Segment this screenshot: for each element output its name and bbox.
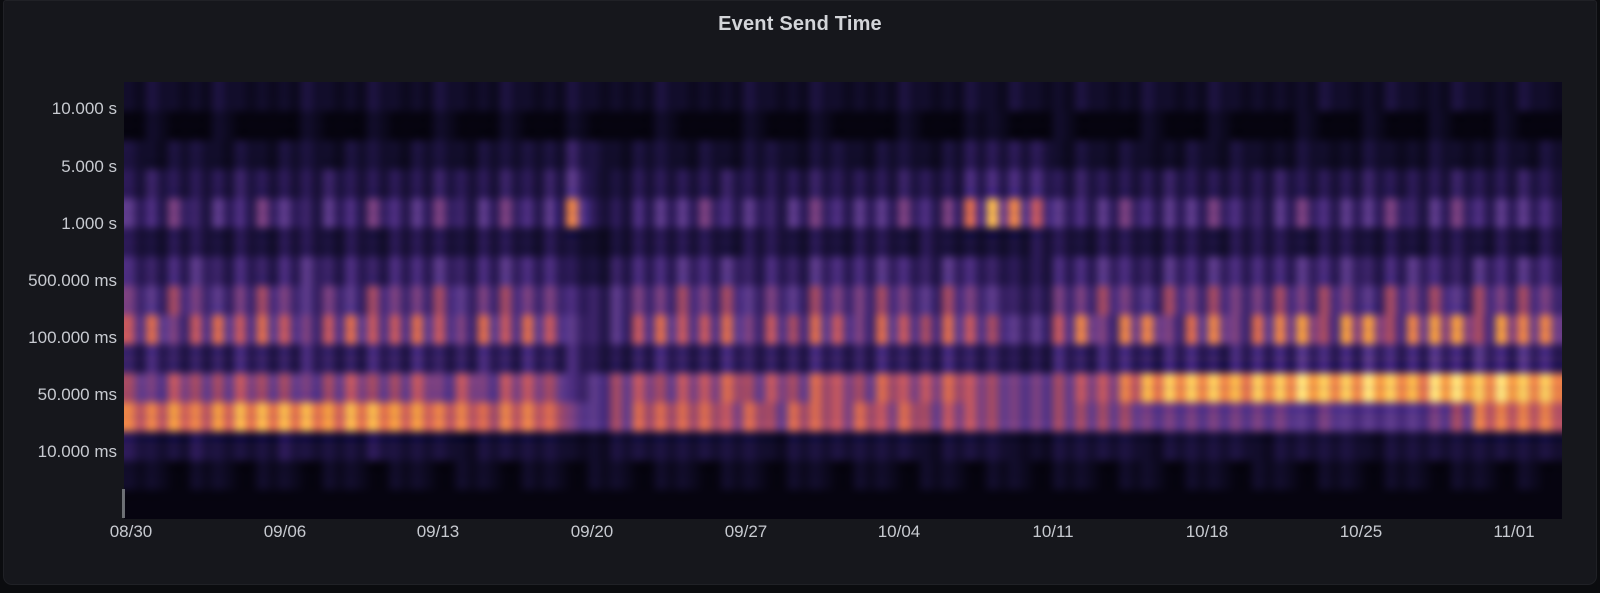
heatmap-panel: Event Send Time 10.000 s 5.000 s 1.000 s 50…: [3, 0, 1597, 585]
x-tick-label: 10/04: [877, 522, 921, 541]
x-tick-label: 11/01: [1493, 522, 1535, 541]
x-tick-label: 10/11: [1032, 522, 1074, 541]
x-tick-label: 08/30: [109, 522, 153, 541]
y-tick-label: 5.000 s: [61, 157, 117, 176]
y-tick-label: 500.000 ms: [28, 271, 117, 290]
heatmap-canvas[interactable]: [124, 82, 1562, 519]
panel-title: Event Send Time: [718, 13, 882, 35]
y-axis: 10.000 s 5.000 s 1.000 s 500.000 ms 100.000 …: [10, 82, 117, 519]
x-axis: 08/30 09/06 09/13 09/20 09/27 10/04 10/11 10/18…: [110, 521, 1562, 547]
y-tick-label: 50.000 ms: [37, 385, 117, 404]
x-tick-label: 09/27: [724, 522, 768, 541]
y-tick-label: 10.000 s: [51, 99, 117, 118]
x-tick-label: 10/18: [1185, 522, 1229, 541]
axis-corner-tick: [122, 489, 125, 518]
heatmap-plot[interactable]: [124, 82, 1562, 519]
y-tick-label: 100.000 ms: [28, 328, 117, 347]
y-tick-label: 1.000 s: [61, 214, 117, 233]
y-tick-label: 10.000 ms: [37, 442, 117, 461]
x-tick-label: 09/13: [416, 522, 460, 541]
x-tick-label: 09/06: [263, 522, 307, 541]
x-tick-label: 09/20: [570, 522, 614, 541]
x-tick-label: 10/25: [1339, 522, 1383, 541]
